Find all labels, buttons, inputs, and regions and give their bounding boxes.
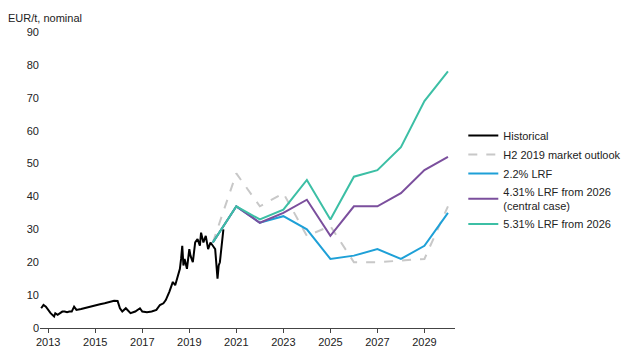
svg-text:2029: 2029: [412, 336, 436, 348]
svg-text:70: 70: [27, 92, 39, 104]
svg-text:80: 80: [27, 59, 39, 71]
svg-text:2021: 2021: [224, 336, 248, 348]
svg-text:2019: 2019: [177, 336, 201, 348]
svg-text:2.2% LRF: 2.2% LRF: [503, 168, 552, 180]
svg-text:90: 90: [27, 26, 39, 38]
svg-text:5.31% LRF from 2026: 5.31% LRF from 2026: [503, 218, 611, 230]
svg-text:50: 50: [27, 157, 39, 169]
svg-text:2025: 2025: [318, 336, 342, 348]
svg-text:EUR/t, nominal: EUR/t, nominal: [8, 12, 82, 24]
svg-text:20: 20: [27, 256, 39, 268]
svg-text:2027: 2027: [365, 336, 389, 348]
svg-text:2015: 2015: [83, 336, 107, 348]
svg-text:2013: 2013: [36, 336, 60, 348]
svg-text:Historical: Historical: [503, 130, 548, 142]
svg-text:10: 10: [27, 289, 39, 301]
svg-text:2023: 2023: [271, 336, 295, 348]
svg-text:0: 0: [33, 322, 39, 334]
svg-text:H2 2019 market outlook: H2 2019 market outlook: [503, 149, 620, 161]
svg-text:2017: 2017: [130, 336, 154, 348]
svg-text:40: 40: [27, 190, 39, 202]
svg-text:60: 60: [27, 125, 39, 137]
svg-text:30: 30: [27, 223, 39, 235]
svg-text:4.31% LRF from 2026(central ca: 4.31% LRF from 2026(central case): [503, 186, 611, 212]
